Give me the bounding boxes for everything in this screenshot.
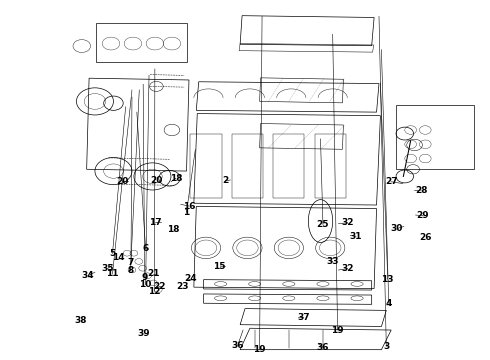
Text: 39: 39 [137, 329, 150, 338]
Text: 8: 8 [127, 266, 134, 275]
Bar [315, 134, 346, 198]
Text: 18: 18 [170, 174, 182, 183]
Text: 33: 33 [326, 257, 339, 266]
Text: 23: 23 [176, 282, 189, 291]
Bar [97, 23, 187, 62]
Text: 30: 30 [391, 224, 403, 233]
Text: 18: 18 [167, 225, 179, 234]
Text: 26: 26 [419, 233, 432, 242]
Text: 12: 12 [148, 287, 161, 296]
Text: 36: 36 [317, 343, 329, 352]
Text: 1: 1 [183, 208, 190, 217]
Text: 3: 3 [383, 342, 390, 351]
Text: 31: 31 [350, 231, 362, 240]
Text: 37: 37 [297, 313, 310, 322]
Text: 20: 20 [116, 177, 128, 186]
Text: 22: 22 [153, 282, 166, 291]
Text: 25: 25 [317, 220, 329, 229]
Bar [232, 134, 263, 198]
Text: 19: 19 [253, 345, 266, 354]
Text: 29: 29 [416, 211, 429, 220]
Text: 28: 28 [415, 185, 428, 194]
Text: 14: 14 [112, 253, 124, 262]
Text: 4: 4 [386, 299, 392, 308]
Text: 10: 10 [140, 280, 152, 289]
Text: 35: 35 [101, 264, 114, 273]
Bar [396, 105, 474, 169]
Text: 17: 17 [149, 218, 162, 227]
Text: 27: 27 [385, 177, 397, 186]
Text: 20: 20 [150, 176, 163, 185]
Text: 11: 11 [106, 269, 119, 278]
Text: 32: 32 [341, 264, 354, 273]
Text: 7: 7 [128, 258, 134, 267]
Text: 36: 36 [231, 341, 244, 350]
Text: 15: 15 [214, 262, 226, 271]
Bar [273, 134, 304, 198]
Text: 32: 32 [341, 219, 354, 228]
Text: 21: 21 [147, 269, 160, 278]
Bar [191, 134, 221, 198]
Text: 9: 9 [142, 273, 148, 282]
Text: 19: 19 [331, 325, 344, 334]
Text: 13: 13 [382, 275, 394, 284]
Text: 24: 24 [184, 274, 197, 283]
Text: 34: 34 [82, 271, 95, 280]
Text: 2: 2 [222, 176, 229, 185]
Text: 16: 16 [183, 202, 195, 211]
Text: 6: 6 [143, 244, 149, 253]
Text: 5: 5 [109, 249, 116, 258]
Text: 38: 38 [74, 316, 87, 325]
